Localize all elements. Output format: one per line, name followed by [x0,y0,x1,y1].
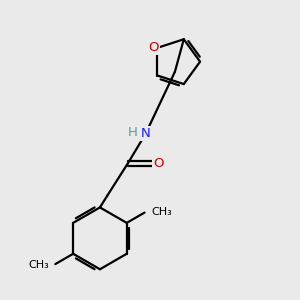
Text: N: N [141,127,151,140]
Text: O: O [149,41,159,54]
Text: H: H [128,126,137,139]
Text: O: O [153,157,164,170]
Text: CH₃: CH₃ [151,207,172,217]
Text: CH₃: CH₃ [28,260,49,270]
